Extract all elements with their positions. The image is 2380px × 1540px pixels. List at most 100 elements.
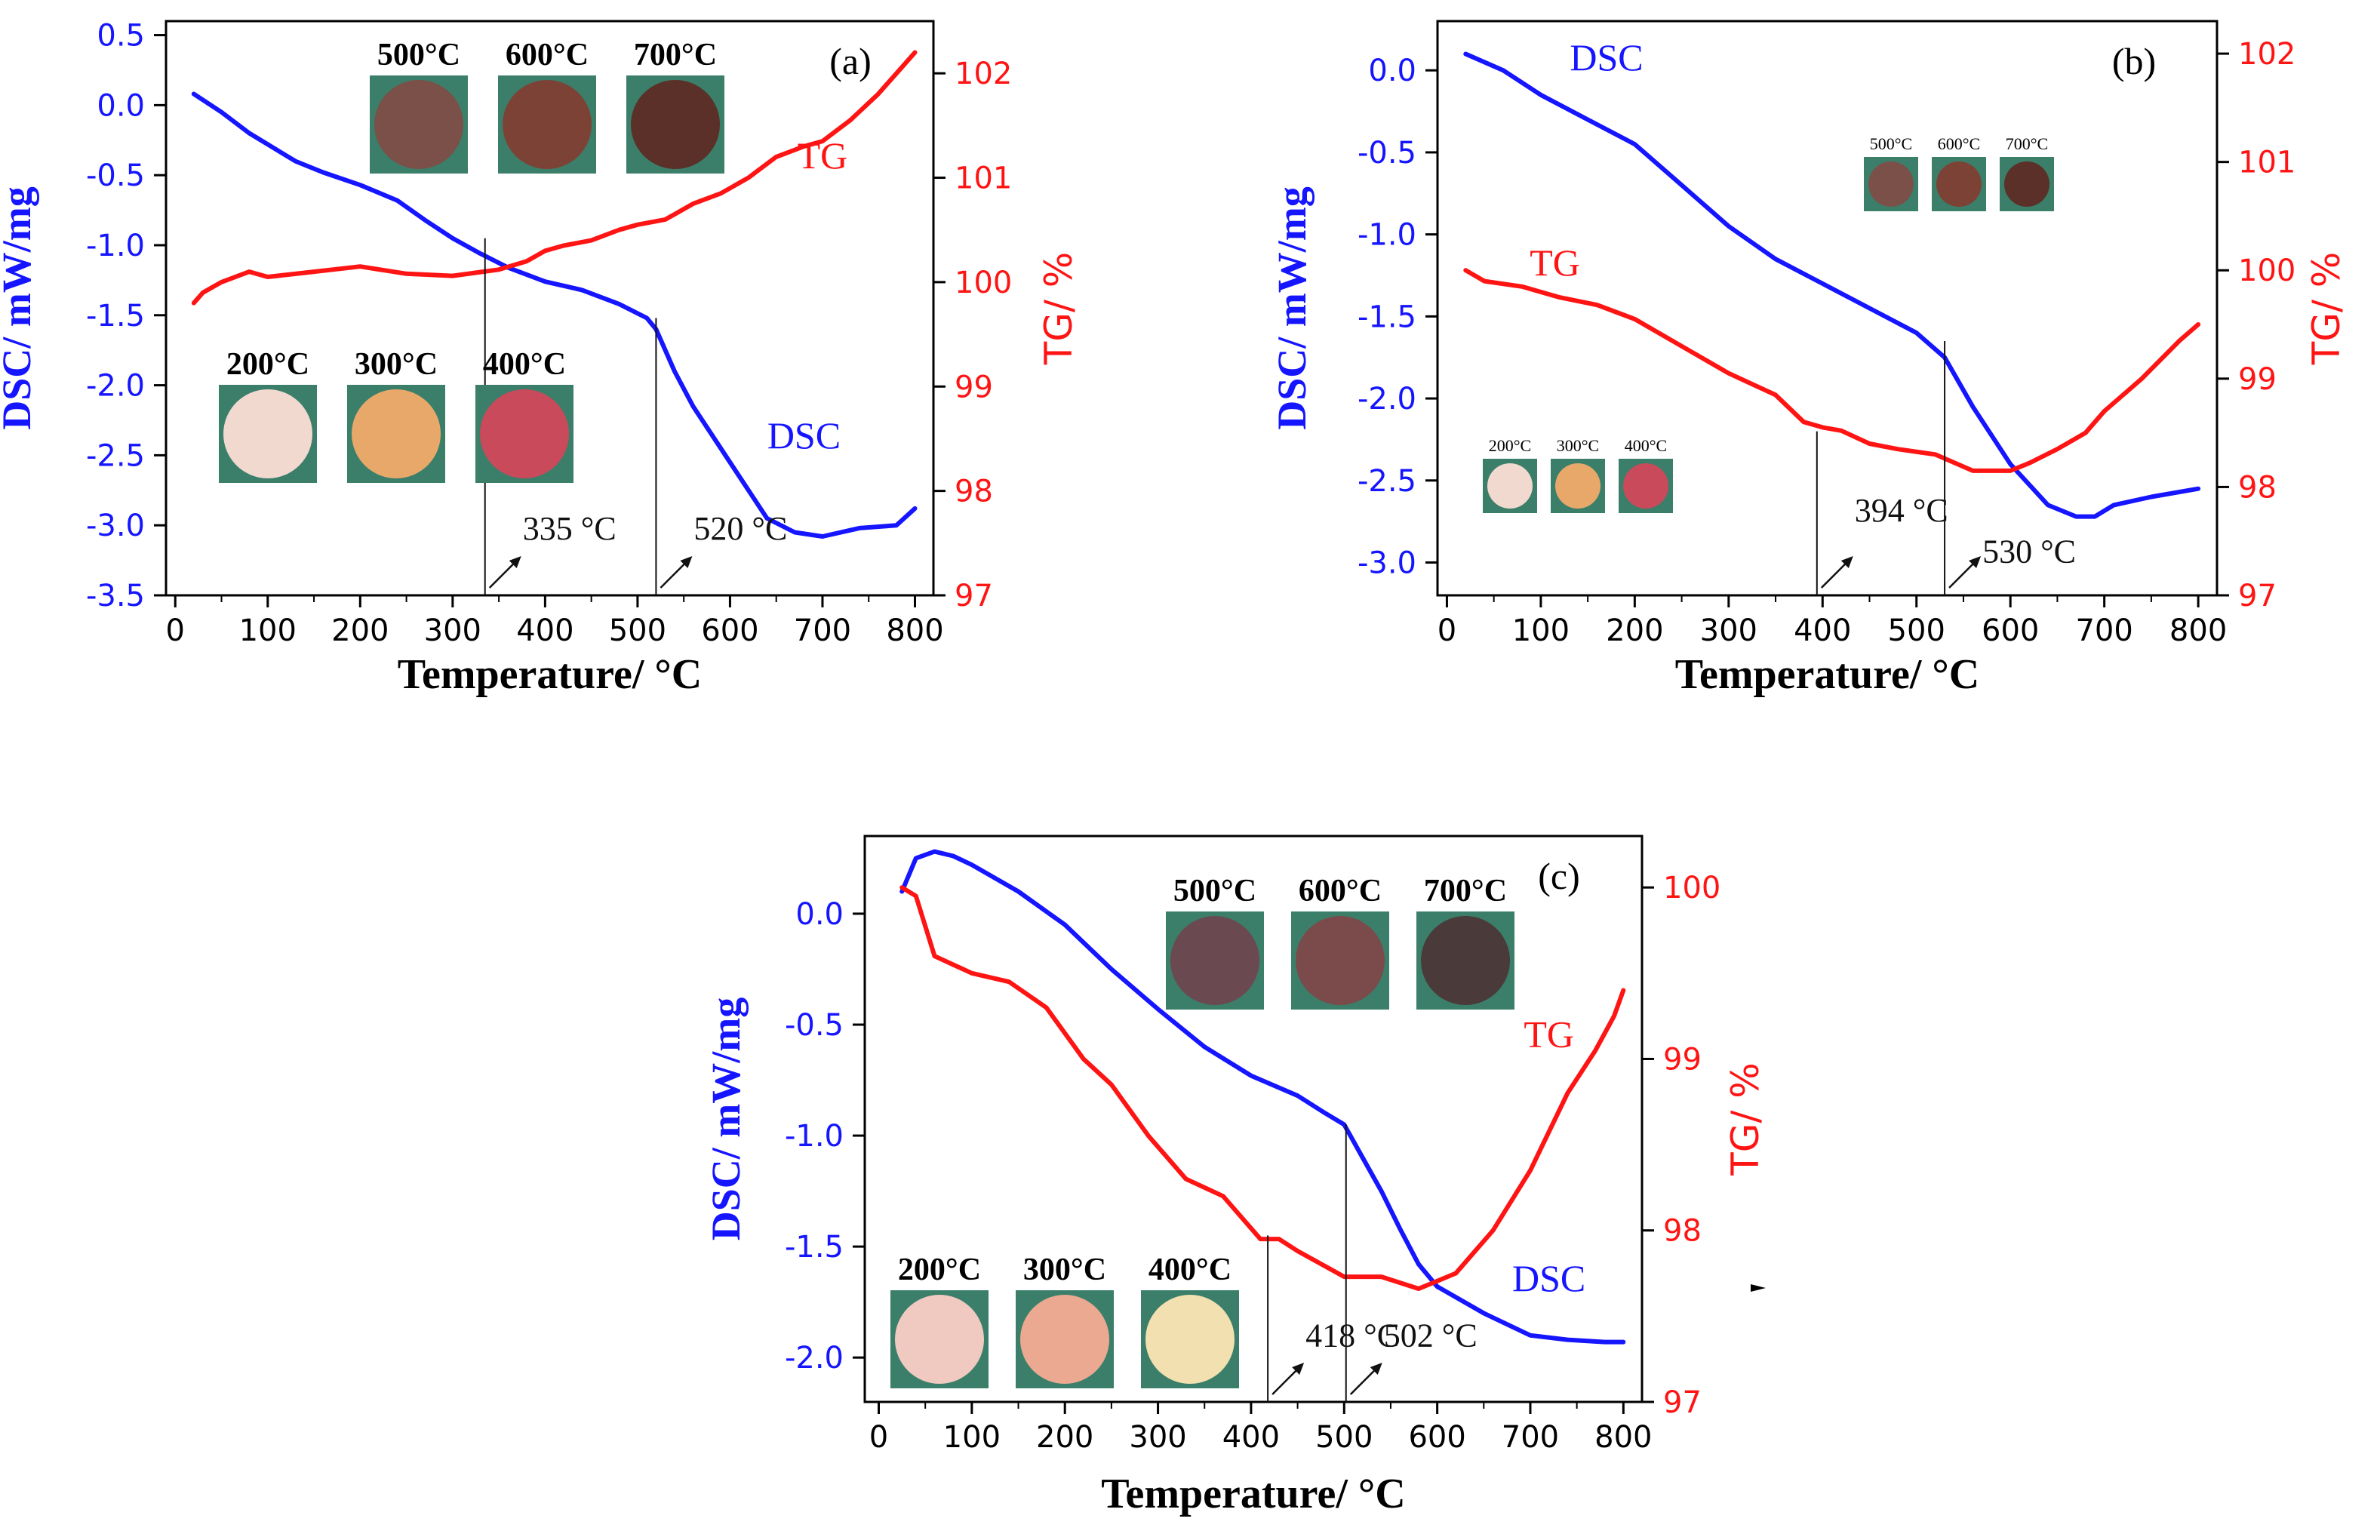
y-right-tick-label: 97: [1663, 1385, 1702, 1420]
annotation-label: 335 °C: [523, 510, 617, 547]
sample-temp-label: 500°C: [377, 38, 460, 72]
x-tick-label: 200: [331, 613, 389, 648]
series-label-dsc: DSC: [1570, 36, 1643, 78]
x-tick-label: 300: [1700, 613, 1757, 648]
sample-temp-label: 400°C: [483, 347, 566, 382]
x-tick-label: 800: [886, 613, 943, 648]
y-right-tick-label: 99: [955, 370, 993, 404]
y-left-tick-label: -1.0: [785, 1119, 844, 1154]
sample-temp-label: 600°C: [1299, 874, 1382, 908]
y-right-tick-label: 98: [2238, 470, 2277, 505]
y-right-tick-label: 101: [955, 161, 1012, 196]
sample-temp-label: 300°C: [1557, 436, 1599, 455]
x-tick-label: 800: [2169, 613, 2227, 648]
y-left-tick-label: -3.5: [86, 579, 145, 613]
panel-b: 0 100 200 300 400 500 600 700 800 0.0 -0.5 -1.0 -1.5…: [1269, 20, 2348, 698]
sample-disc: [1623, 463, 1668, 509]
sample-temp-label: 500°C: [1870, 134, 1912, 153]
series-label-dsc: DSC: [1512, 1257, 1585, 1299]
x-tick-label: 400: [516, 613, 573, 648]
plot-frame: [165, 20, 935, 597]
series-label-tg: TG: [1530, 241, 1580, 284]
x-tick-label: 800: [1594, 1420, 1652, 1455]
series-label-tg: TG: [1524, 1013, 1574, 1055]
sample-disc: [1145, 1295, 1235, 1384]
annotation-arrowhead: [680, 556, 693, 568]
y-left-title: DSC/ mW/mg: [0, 186, 39, 430]
x-tick-label: 700: [1502, 1420, 1559, 1455]
y-left-tick-label: -2.0: [1358, 382, 1416, 417]
x-tick-label: 600: [1982, 613, 2039, 648]
x-tick-label: 0: [869, 1420, 888, 1455]
y-right-tick-label: 97: [955, 579, 993, 613]
sample-temp-label: 300°C: [355, 347, 438, 382]
x-tick-label: 300: [424, 613, 481, 648]
plot-frame: [863, 835, 1644, 1403]
x-tick-label: 100: [943, 1420, 1001, 1455]
sample-disc: [1296, 916, 1385, 1005]
y-right-tick-label: 101: [2238, 146, 2295, 180]
sample-disc: [352, 389, 441, 478]
y-right-tick-label: 102: [2238, 37, 2295, 72]
panel-label: (c): [1538, 855, 1580, 897]
annotation-label: 502 °C: [1384, 1317, 1478, 1354]
x-tick-label: 0: [166, 613, 185, 648]
x-tick-label: 300: [1129, 1420, 1186, 1455]
y-right-tick-label: 99: [1663, 1042, 1702, 1077]
x-tick-label: 600: [701, 613, 758, 648]
annotation-label: 520 °C: [693, 510, 787, 547]
series-line-dsc: [191, 91, 918, 539]
sample-temp-label: 300°C: [1023, 1253, 1106, 1287]
sample-temp-label: 700°C: [1424, 874, 1507, 908]
y-right-tick-label: 98: [1663, 1214, 1702, 1249]
sample-disc: [631, 80, 720, 169]
panel-c: 0 100 200 300 400 500 600 700 800 0.0 -0.5 -1.0 -1.5…: [703, 835, 1767, 1517]
x-tick-label: 200: [1036, 1420, 1093, 1455]
y-left-tick-label: 0.0: [795, 897, 844, 932]
sample-temp-label: 700°C: [634, 38, 717, 72]
y-left-tick-label: 0.5: [97, 19, 145, 54]
x-tick-label: 100: [1512, 613, 1570, 648]
x-tick-label: 200: [1606, 613, 1663, 648]
y-right-title: TG/ %: [2305, 252, 2348, 366]
sample-temp-label: 500°C: [1173, 874, 1256, 908]
y-left-tick-label: -0.5: [785, 1008, 844, 1043]
sample-disc: [1936, 161, 1982, 207]
sample-disc: [480, 389, 569, 478]
series-line-tg: [899, 885, 1626, 1291]
y-left-tick-label: -1.0: [86, 229, 145, 263]
sample-disc: [223, 389, 312, 478]
x-tick-label: 400: [1222, 1420, 1280, 1455]
y-left-tick-label: -1.5: [86, 299, 145, 334]
series-line-dsc: [899, 849, 1626, 1345]
y-left-title: DSC/ mW/mg: [703, 997, 749, 1241]
sample-temp-label: 400°C: [1625, 436, 1667, 455]
y-left-tick-label: -3.0: [1358, 546, 1416, 581]
x-tick-label: 700: [794, 613, 851, 648]
y-left-tick-label: -2.0: [785, 1341, 844, 1376]
series-label-dsc: DSC: [767, 414, 841, 456]
stray-marker: [1751, 1284, 1766, 1292]
y-right-tick-label: 97: [2238, 579, 2277, 613]
sample-disc: [374, 80, 463, 169]
annotation-label: 394 °C: [1855, 492, 1948, 529]
sample-disc: [503, 80, 592, 169]
sample-temp-label: 700°C: [2006, 134, 2048, 153]
y-left-tick-label: -0.5: [86, 158, 145, 193]
x-tick-label: 500: [1315, 1420, 1373, 1455]
sample-disc: [1421, 916, 1510, 1005]
y-left-tick-label: 0.0: [1368, 54, 1416, 88]
series-line-dsc: [1463, 51, 2201, 519]
x-tick-label: 600: [1408, 1420, 1465, 1455]
sample-disc: [895, 1295, 984, 1384]
sample-disc: [2004, 161, 2049, 207]
x-axis-title: Temperature/ °C: [1675, 651, 1979, 698]
annotation-label: 530 °C: [1982, 533, 2076, 570]
panel-label: (b): [2112, 40, 2156, 82]
y-right-tick-label: 100: [1663, 871, 1720, 905]
y-right-tick-label: 98: [955, 475, 993, 509]
x-tick-label: 500: [1888, 613, 1945, 648]
y-right-title: TG/ %: [1724, 1062, 1767, 1176]
y-left-title: DSC/ mW/mg: [1269, 186, 1315, 430]
sample-temp-label: 200°C: [1489, 436, 1531, 455]
